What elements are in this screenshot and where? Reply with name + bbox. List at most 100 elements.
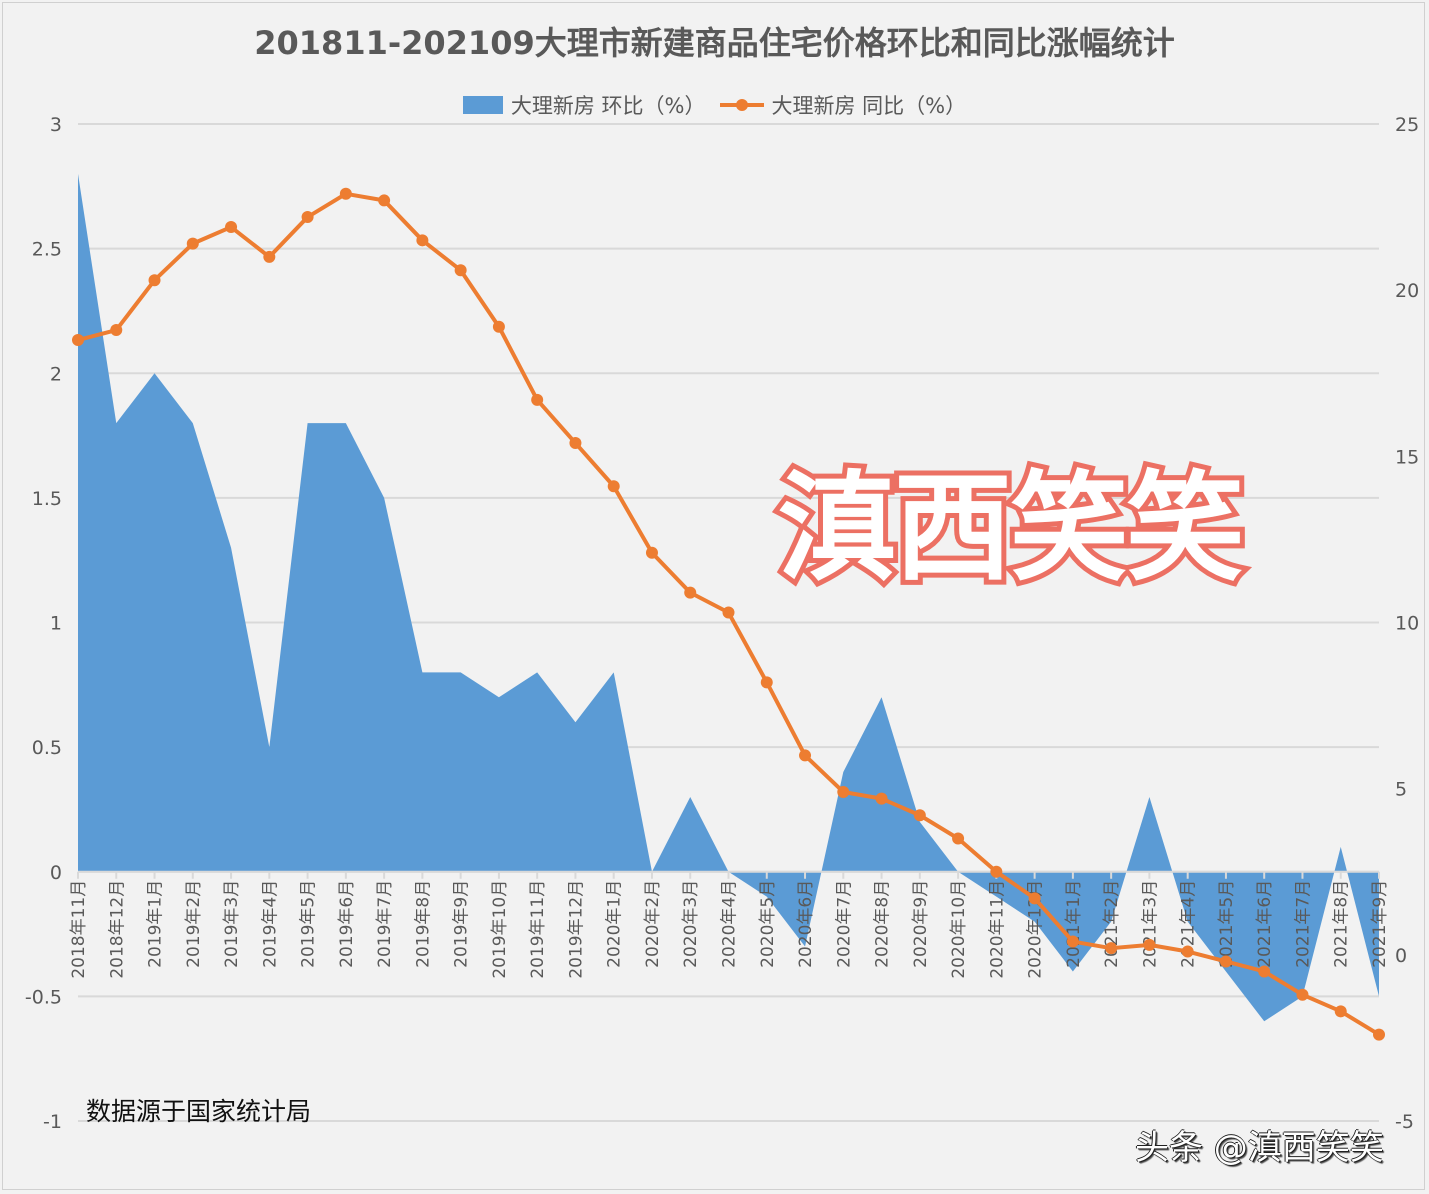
data-point-marker [339, 187, 352, 200]
x-category-label: 2019年9月 [452, 880, 472, 968]
right-y-axis-labels: 25 20 15 10 5 0 -5 [1395, 114, 1419, 1133]
x-category-label: 2020年8月 [873, 880, 893, 968]
right-y-tick-label: 25 [1395, 114, 1419, 136]
mom-area-series [78, 173, 1379, 1022]
x-category-label: 2021年8月 [1332, 880, 1352, 968]
data-point-marker [1105, 942, 1118, 955]
left-y-axis-labels: 3 2.5 2 1.5 1 0.5 0 -0.5 -1 [25, 114, 62, 1133]
data-point-marker [913, 809, 926, 822]
x-category-label: 2019年1月 [146, 880, 166, 968]
data-point-marker [875, 792, 888, 805]
x-category-label: 2018年11月 [69, 880, 89, 979]
x-category-label: 2021年2月 [1102, 880, 1122, 968]
chart-title: 201811-202109大理市新建商品住宅价格环比和同比涨幅统计 [254, 24, 1175, 62]
x-category-label: 2020年4月 [720, 880, 740, 968]
data-point-marker [1296, 988, 1309, 1001]
x-category-label: 2020年11月 [987, 880, 1007, 979]
left-y-tick-label: -0.5 [25, 986, 62, 1008]
legend-label-mom: 大理新房 环比（%） [510, 94, 706, 118]
data-point-marker [1143, 938, 1156, 951]
right-y-tick-label: 15 [1395, 446, 1419, 468]
x-category-label: 2021年6月 [1255, 880, 1275, 968]
x-category-label: 2021年5月 [1217, 880, 1237, 968]
data-point-marker [492, 320, 505, 333]
right-y-tick-label: 5 [1395, 779, 1407, 801]
data-point-marker [990, 865, 1003, 878]
data-point-marker [531, 393, 544, 406]
x-category-label: 2021年9月 [1370, 880, 1390, 968]
data-point-marker [645, 546, 658, 559]
left-y-tick-label: 1 [50, 613, 62, 635]
x-category-label: 2020年7月 [834, 880, 854, 968]
data-point-marker [378, 194, 391, 207]
data-point-marker [454, 264, 467, 277]
data-point-marker [1066, 935, 1079, 948]
data-point-marker [1373, 1028, 1385, 1041]
x-category-label: 2020年6月 [796, 880, 816, 968]
data-point-marker [569, 437, 582, 450]
data-point-marker [607, 480, 620, 493]
data-point-marker [225, 221, 238, 234]
x-category-label: 2019年2月 [184, 880, 204, 968]
source-note: 数据源于国家统计局 [86, 1097, 312, 1126]
left-y-tick-label: -1 [43, 1111, 62, 1133]
data-point-marker [1219, 955, 1232, 968]
data-point-marker [301, 211, 314, 224]
data-point-marker [1334, 1005, 1347, 1018]
data-point-marker [722, 606, 735, 619]
data-point-marker [1181, 945, 1194, 958]
data-point-marker [110, 324, 123, 337]
x-category-label: 2020年5月 [758, 880, 778, 968]
data-point-marker [952, 832, 965, 845]
data-point-marker [148, 274, 161, 287]
x-category-label: 2019年8月 [413, 880, 433, 968]
x-category-label: 2019年6月 [337, 880, 357, 968]
data-point-marker [416, 234, 429, 247]
left-y-tick-label: 2 [50, 363, 62, 385]
left-y-tick-label: 1.5 [32, 488, 62, 510]
data-point-marker [186, 237, 199, 250]
x-category-label: 2019年11月 [528, 880, 548, 979]
area-swatch-icon [462, 96, 503, 114]
legend-item-mom: 大理新房 环比（%） [462, 90, 706, 120]
watermark-credit: 头条 @滇西笑笑 [1135, 1128, 1384, 1168]
data-point-marker [1258, 965, 1271, 978]
x-category-label: 2019年10月 [490, 880, 510, 979]
left-y-tick-label: 0 [50, 862, 62, 884]
legend-label-yoy: 大理新房 同比（%） [771, 94, 967, 118]
x-category-label: 2021年1月 [1064, 880, 1084, 968]
x-category-label: 2019年3月 [222, 880, 242, 968]
yoy-line-series [72, 187, 1385, 1041]
data-point-marker [837, 785, 850, 798]
x-category-label: 2019年12月 [566, 880, 586, 979]
right-y-tick-label: 0 [1395, 945, 1407, 967]
right-y-tick-label: 10 [1395, 613, 1419, 635]
x-category-label: 2020年2月 [643, 880, 663, 968]
x-axis-category-labels: 2018年11月 2018年12月 2019年1月 2019年2月 2019年3月 201… [69, 880, 1390, 979]
left-y-tick-label: 3 [50, 114, 62, 136]
data-point-marker [760, 676, 773, 689]
x-category-label: 2019年4月 [260, 880, 280, 968]
watermark-logo-text: 滇西笑笑 [773, 454, 1249, 602]
line-marker-swatch-icon [719, 96, 764, 114]
x-category-label: 2021年4月 [1179, 880, 1199, 968]
x-category-label: 2018年12月 [107, 880, 127, 979]
data-point-marker [1028, 892, 1041, 905]
x-category-label: 2019年5月 [299, 880, 319, 968]
x-category-label: 2020年9月 [911, 880, 931, 968]
data-point-marker [72, 334, 84, 347]
legend-item-yoy: 大理新房 同比（%） [719, 90, 967, 120]
x-category-label: 2021年3月 [1140, 880, 1160, 968]
x-category-label: 2019年7月 [375, 880, 395, 968]
gridlines [78, 123, 1379, 1122]
data-point-marker [263, 250, 276, 263]
x-axis-line [77, 870, 1380, 879]
right-y-tick-label: 20 [1395, 280, 1419, 302]
data-point-marker [684, 586, 697, 599]
x-category-label: 2021年7月 [1293, 880, 1313, 968]
data-point-marker [799, 749, 812, 762]
x-category-label: 2020年3月 [681, 880, 701, 968]
x-category-label: 2020年10月 [949, 880, 969, 979]
right-y-tick-label: -5 [1395, 1111, 1414, 1133]
